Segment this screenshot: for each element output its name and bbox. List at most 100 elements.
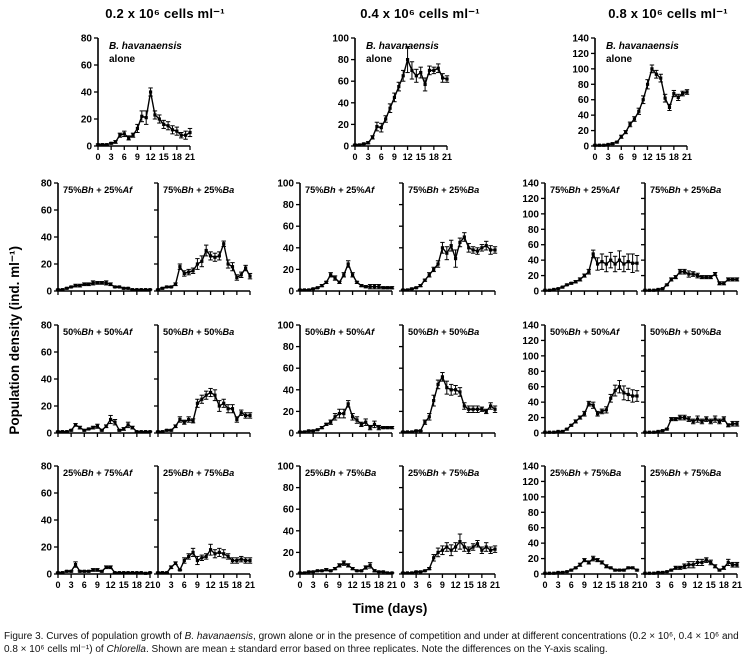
y-tick-label: 60 [41, 348, 53, 359]
x-tick-label: 3 [556, 580, 561, 590]
line-chart-svg: 0 3 6 9 12 15 18 21 25%Bh + 75%Ba [154, 465, 255, 590]
y-tick-label: 100 [277, 321, 294, 332]
y-tick-label: 100 [572, 64, 589, 75]
y-tick-label: 0 [533, 287, 539, 298]
y-tick-label: 20 [41, 260, 53, 271]
x-tick-label: 0 [400, 580, 405, 590]
x-tick-label: 18 [132, 580, 142, 590]
x-tick-label: 12 [451, 580, 461, 590]
x-tick-label: 21 [682, 152, 692, 162]
chart-title: 75%Bh + 25%Af [550, 185, 620, 195]
x-tick-label: 6 [122, 152, 127, 162]
y-tick-label: 20 [578, 126, 590, 137]
x-tick-label: 3 [366, 152, 371, 162]
y-tick-label: 80 [283, 483, 295, 494]
x-tick-label: 15 [219, 580, 229, 590]
x-tick-label: 9 [337, 580, 342, 590]
x-tick-label: 3 [606, 152, 611, 162]
y-tick-label: 20 [528, 271, 540, 282]
x-tick-label: 0 [642, 580, 647, 590]
y-tick-label: 40 [283, 385, 295, 396]
y-tick-label: 20 [283, 265, 295, 276]
x-tick-label: 12 [348, 580, 358, 590]
x-tick-label: 6 [569, 580, 574, 590]
chart-02-50bh-50af: 0 20 40 60 80 50%Bh + 50%Af [32, 319, 156, 442]
chart-08-75bh-25ba: 75%Bh + 25%Ba [636, 177, 743, 300]
y-tick-label: 20 [283, 407, 295, 418]
chart-04-alone: 0 20 40 60 80 100 0 3 6 9 12 15 18 21 B. havanaensis al… [329, 32, 453, 164]
chart-title: 75%Bh + 25%Ba [163, 185, 234, 195]
x-tick-label: 9 [582, 580, 587, 590]
line-chart-svg: 0 20 40 60 80 100 75%Bh + 25%Af [277, 179, 395, 298]
chart-title: 50%Bh + 50%Ba [408, 327, 479, 337]
column-header-02: 0.2 x 10⁶ cells ml⁻¹ [105, 6, 225, 21]
x-tick-label: 21 [490, 580, 500, 590]
y-tick-label: 120 [522, 477, 539, 488]
chart-08-50bh-50ba: 50%Bh + 50%Ba [636, 319, 743, 442]
x-tick-label: 15 [606, 580, 616, 590]
y-tick-label: 120 [522, 336, 539, 347]
y-tick-label: 0 [288, 429, 294, 440]
x-tick-label: 6 [82, 580, 87, 590]
chart-title: 25%Bh + 75%Ba [408, 468, 479, 478]
y-tick-label: 140 [522, 321, 539, 332]
chart-title: 50%Bh + 50%Ba [650, 327, 721, 337]
chart-title: 25%Bh + 75%Ba [550, 468, 621, 478]
y-tick-label: 60 [338, 77, 350, 88]
y-tick-label: 40 [41, 375, 53, 386]
chart-08-75bh-25af: 0 20 40 60 80 100 120 140 75%Bh + 25%Af [519, 177, 643, 300]
x-tick-label: 18 [374, 580, 384, 590]
x-tick-label: 6 [619, 152, 624, 162]
x-tick-label: 0 [55, 580, 60, 590]
x-tick-label: 6 [182, 580, 187, 590]
chart-title: alone [366, 54, 393, 65]
line-chart-svg: 0 20 40 60 80 100 50%Bh + 50%Af [277, 321, 395, 440]
y-tick-label: 20 [41, 402, 53, 413]
x-tick-label: 18 [719, 580, 729, 590]
y-tick-label: 60 [283, 222, 295, 233]
x-tick-label: 0 [352, 152, 357, 162]
chart-08-25bh-75ba-right: 0 3 6 9 12 15 18 21 25%Bh + 75%Ba [636, 460, 743, 592]
x-tick-label: 12 [146, 152, 156, 162]
x-tick-label: 21 [732, 580, 742, 590]
x-tick-label: 3 [169, 580, 174, 590]
line-chart-svg: 75%Bh + 25%Ba [154, 182, 253, 295]
x-tick-label: 6 [379, 152, 384, 162]
y-tick-label: 40 [578, 111, 590, 122]
y-tick-label: 60 [81, 61, 93, 72]
y-tick-label: 80 [338, 55, 350, 66]
x-tick-label: 18 [429, 152, 439, 162]
x-tick-label: 12 [403, 152, 413, 162]
x-tick-label: 18 [172, 152, 182, 162]
x-tick-label: 15 [464, 580, 474, 590]
y-tick-label: 40 [81, 88, 93, 99]
y-tick-label: 60 [578, 95, 590, 106]
y-tick-label: 100 [522, 209, 539, 220]
y-tick-label: 0 [533, 429, 539, 440]
x-tick-label: 0 [542, 580, 547, 590]
y-tick-label: 80 [283, 342, 295, 353]
x-tick-label: 12 [693, 580, 703, 590]
chart-02-25bh-75af: 0 20 40 60 80 0 3 6 9 12 15 18 21 25%Bh + 75%Af [32, 460, 156, 592]
x-tick-label: 15 [159, 152, 169, 162]
y-tick-label: 80 [41, 321, 53, 332]
chart-08-25bh-75ba-left: 0 20 40 60 80 100 120 140 0 3 6 9 12 15 18 21 25%Bh + 75… [519, 460, 643, 592]
x-tick-label: 3 [656, 580, 661, 590]
x-tick-label: 21 [145, 580, 155, 590]
chart-title: 75%Bh + 25%Af [305, 185, 375, 195]
chart-title: B. havanaensis [109, 41, 182, 52]
chart-title: B. havanaensis [366, 41, 439, 52]
y-tick-label: 0 [46, 570, 52, 581]
y-tick-label: 100 [522, 492, 539, 503]
y-tick-label: 60 [283, 505, 295, 516]
x-tick-label: 15 [656, 152, 666, 162]
y-tick-label: 80 [578, 80, 590, 91]
chart-title: 50%Bh + 50%Af [305, 327, 375, 337]
y-tick-label: 60 [41, 489, 53, 500]
chart-02-alone: 0 20 40 60 80 0 3 6 9 12 15 18 21 B. havanaensis alone [72, 32, 196, 164]
x-tick-label: 9 [195, 580, 200, 590]
y-tick-label: 40 [338, 98, 350, 109]
y-tick-label: 80 [528, 225, 540, 236]
y-tick-label: 100 [332, 34, 349, 45]
